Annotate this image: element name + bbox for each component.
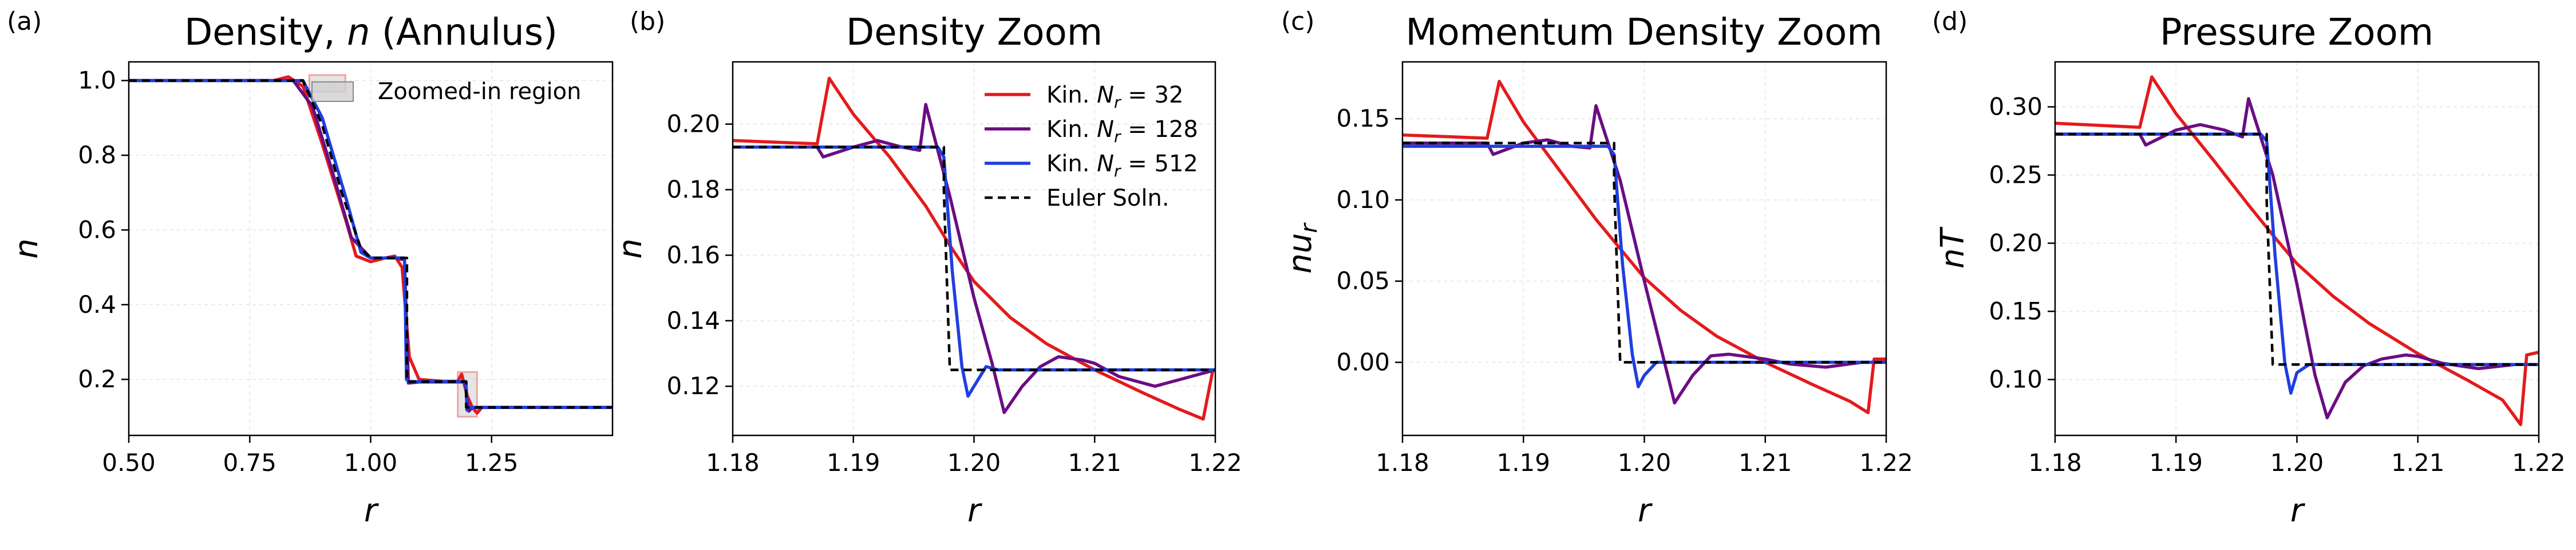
panel-2-ytick-label-2: 0.16 bbox=[666, 241, 720, 269]
panel-2-ytick-label-3: 0.18 bbox=[666, 175, 720, 203]
panel-1: 0.50 0.75 1.00 1.25 0.2 0.4 0.6 0.8 1.0 (a) Densit… bbox=[7, 7, 614, 529]
panel-2-series-group bbox=[733, 76, 1215, 421]
panel-1-ytick-label-1: 0.4 bbox=[78, 290, 116, 319]
panel-2-legend-label-0: Kin. Nr = 32 bbox=[1046, 82, 1183, 112]
panel-3-ytick-label-2: 0.10 bbox=[1336, 186, 1390, 214]
panel-4-ytick-label-3: 0.25 bbox=[1989, 161, 2042, 189]
panel-2-legend-label-2: Kin. Nr = 512 bbox=[1046, 151, 1198, 180]
panel-1-xtick-label-2: 1.00 bbox=[344, 449, 398, 477]
panel-4-xtick-label-0: 1.18 bbox=[2028, 449, 2082, 477]
panel-4-xtick-label-1: 1.19 bbox=[2149, 449, 2203, 477]
panel-2-xtick-label-1: 1.19 bbox=[827, 449, 880, 477]
panel-1-ytick-label-0: 0.2 bbox=[78, 365, 116, 393]
panel-4-ylabel: nT bbox=[1934, 226, 1971, 268]
panel-2-xlabel: r bbox=[967, 492, 982, 529]
panel-4-ytick-label-2: 0.20 bbox=[1989, 229, 2042, 257]
panel-2-legend: Kin. Nr = 32 Kin. Nr = 128 Kin. Nr = 512 Eu… bbox=[985, 82, 1198, 211]
panel-2-series-1 bbox=[733, 103, 1215, 414]
panel-2-title: Density Zoom bbox=[846, 11, 1103, 54]
panel-1-ytick-label-3: 0.8 bbox=[78, 141, 116, 169]
panel-3-series-group bbox=[1402, 80, 1886, 415]
panel-4-series-0 bbox=[2055, 75, 2539, 426]
panel-4-series-1 bbox=[2055, 97, 2539, 419]
panel-3-series-0 bbox=[1402, 80, 1886, 415]
panel-2-ytick-label-1: 0.14 bbox=[666, 307, 720, 335]
panel-3-xtick-label-1: 1.19 bbox=[1496, 449, 1550, 477]
panel-1-xtick-label-3: 1.25 bbox=[465, 449, 519, 477]
panel-2-ytick-label-4: 0.20 bbox=[666, 110, 720, 138]
panel-4-title: Pressure Zoom bbox=[2160, 11, 2433, 54]
panel-3-xtick-label-4: 1.22 bbox=[1859, 449, 1913, 477]
panel-2-series-0 bbox=[733, 76, 1215, 421]
panel-4-series-group bbox=[2055, 75, 2539, 426]
panel-2-xtick-label-4: 1.22 bbox=[1188, 449, 1242, 477]
panel-3-series-3 bbox=[1402, 142, 1886, 364]
panel-1-series-0 bbox=[129, 75, 613, 415]
panel-1-letter: (a) bbox=[7, 7, 42, 36]
panel-1-series-group bbox=[129, 75, 613, 415]
panel-1-xtick-label-0: 0.50 bbox=[102, 449, 156, 477]
panel-3: 1.18 1.19 1.20 1.21 1.22 0.00 0.05 0.10 0.15 (c) M… bbox=[1281, 7, 1913, 529]
panel-2-legend-label-1: Kin. Nr = 128 bbox=[1046, 116, 1198, 146]
panel-3-xlabel: r bbox=[1638, 492, 1653, 529]
panel-1-xlabel: r bbox=[364, 492, 379, 529]
panel-1-title: Density, n (Annulus) bbox=[184, 11, 558, 54]
panel-2-series-3 bbox=[733, 146, 1215, 371]
panel-4-xtick-label-3: 1.21 bbox=[2391, 449, 2445, 477]
panel-1-ytick-label-2: 0.6 bbox=[78, 215, 116, 243]
panel-2-ytick-label-0: 0.12 bbox=[666, 372, 720, 400]
panel-1-series-3 bbox=[129, 79, 613, 409]
panel-3-ytick-label-0: 0.00 bbox=[1336, 348, 1390, 376]
panel-2-xtick-label-0: 1.18 bbox=[706, 449, 760, 477]
panel-2-xtick-label-3: 1.21 bbox=[1068, 449, 1121, 477]
panel-4-ytick-label-0: 0.10 bbox=[1989, 365, 2042, 393]
panel-3-ylabel: nur bbox=[1282, 222, 1322, 274]
panel-2-xtick-label-2: 1.20 bbox=[947, 449, 1001, 477]
panel-1-ytick-label-4: 1.0 bbox=[78, 66, 116, 95]
panel-1-legend: Zoomed-in region bbox=[311, 78, 581, 105]
panel-3-xtick-label-2: 1.20 bbox=[1618, 449, 1672, 477]
panel-2: 1.18 1.19 1.20 1.21 1.22 0.12 0.14 0.16 0.18 0.20… bbox=[612, 7, 1242, 529]
panel-4-series-3 bbox=[2055, 132, 2539, 366]
panel-3-letter: (c) bbox=[1281, 7, 1315, 36]
panel-2-ylabel: n bbox=[612, 238, 649, 259]
panel-4-xtick-label-4: 1.22 bbox=[2512, 449, 2566, 477]
panel-4-letter: (d) bbox=[1932, 7, 1967, 36]
panel-3-xtick-label-3: 1.21 bbox=[1739, 449, 1792, 477]
panel-4-ytick-label-4: 0.30 bbox=[1989, 93, 2042, 121]
panel-2-legend-label-3: Euler Soln. bbox=[1046, 185, 1170, 211]
panel-3-title: Momentum Density Zoom bbox=[1405, 11, 1882, 54]
panel-1-ylabel: n bbox=[8, 238, 45, 259]
panel-4: 1.18 1.19 1.20 1.21 1.22 0.10 0.15 0.20 0.25 0.30… bbox=[1932, 7, 2566, 529]
panel-1-legend-swatch-0 bbox=[311, 81, 354, 102]
panel-4-xlabel: r bbox=[2290, 492, 2305, 529]
panel-2-letter: (b) bbox=[630, 7, 665, 36]
panel-1-legend-label-0: Zoomed-in region bbox=[378, 78, 581, 105]
panel-1-xtick-label-1: 0.75 bbox=[223, 449, 276, 477]
panel-3-xtick-label-0: 1.18 bbox=[1376, 449, 1429, 477]
panel-1-series-1 bbox=[129, 78, 613, 413]
panel-3-ytick-label-3: 0.15 bbox=[1336, 104, 1390, 132]
panel-3-ytick-label-1: 0.05 bbox=[1336, 267, 1390, 295]
panel-4-ytick-label-1: 0.15 bbox=[1989, 297, 2042, 325]
panel-4-xtick-label-2: 1.20 bbox=[2270, 449, 2324, 477]
